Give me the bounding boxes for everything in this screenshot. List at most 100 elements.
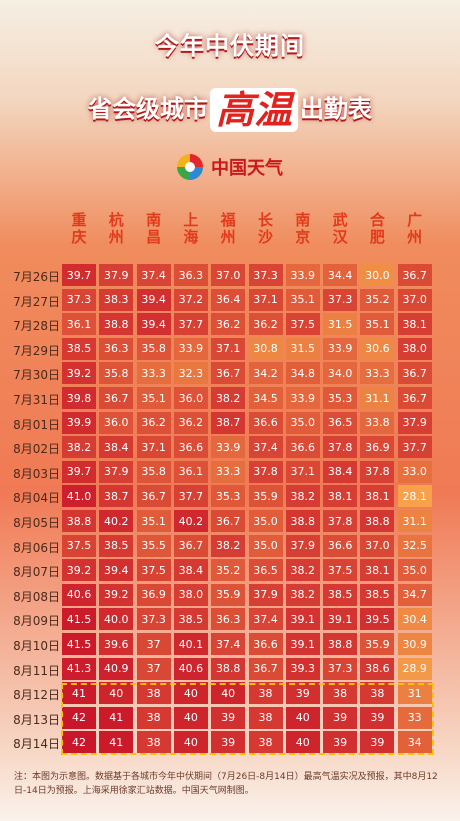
heatmap-cell: 36.7 <box>211 510 246 532</box>
heatmap-cell: 36.7 <box>99 387 134 409</box>
heatmap-cell: 36.1 <box>173 460 208 483</box>
heatmap-cell: 38.4 <box>323 460 358 483</box>
heatmap-cell: 41 <box>62 682 96 705</box>
heatmap-cell: 35.2 <box>211 559 246 582</box>
heatmap-cell: 35.9 <box>211 583 246 606</box>
heatmap-cell: 37.9 <box>99 264 134 286</box>
heatmap-cell: 38 <box>136 731 171 754</box>
heatmap-cell: 37.4 <box>211 633 246 655</box>
heatmap-cell: 38 <box>323 682 358 705</box>
heatmap-cell: 34.4 <box>323 264 358 286</box>
heatmap-cell: 37.0 <box>360 534 395 557</box>
date-label: 8月04日 <box>13 491 60 506</box>
heatmap-cell: 41.5 <box>62 608 96 631</box>
heatmap-cell: 39.3 <box>285 657 320 680</box>
heatmap-cell: 31 <box>397 682 432 705</box>
heatmap-cell: 37.9 <box>248 583 283 606</box>
city-header: 合肥 <box>369 211 385 246</box>
date-label: 8月13日 <box>13 712 60 727</box>
heatmap-cell: 38.2 <box>285 559 320 582</box>
heatmap-cell: 37.3 <box>248 264 283 286</box>
date-label: 7月31日 <box>13 393 60 407</box>
heatmap-cell: 36.6 <box>248 411 283 434</box>
heatmap-cell: 37.1 <box>285 460 320 483</box>
heatmap-cell: 36.6 <box>323 534 358 557</box>
heatmap-cell: 36.3 <box>173 264 208 286</box>
heatmap-cell: 36.7 <box>211 362 246 385</box>
date-label: 8月05日 <box>13 516 60 530</box>
heatmap-cell: 39.6 <box>99 633 134 655</box>
heatmap-cell: 37 <box>136 657 171 680</box>
date-label: 8月10日 <box>13 639 60 653</box>
heatmap-cell: 36.7 <box>136 485 171 508</box>
heatmap-cell: 39.4 <box>136 313 171 336</box>
date-label: 8月14日 <box>13 737 60 752</box>
title-block: 今年中伏期间 省会级城市 高温 出勤表 <box>0 0 460 150</box>
heatmap-cell: 37.9 <box>285 534 320 557</box>
heatmap-cell: 39 <box>285 682 320 705</box>
heatmap-cell: 38.2 <box>211 534 246 557</box>
heatmap-cell: 38.3 <box>99 288 134 311</box>
heatmap-cell: 37.4 <box>248 608 283 631</box>
heatmap-cell: 38.0 <box>173 583 208 606</box>
heatmap-cell: 37.7 <box>397 436 432 459</box>
heatmap-cell: 33 <box>397 706 432 729</box>
heatmap-cell: 36.9 <box>360 436 395 459</box>
heatmap-cell: 36.5 <box>248 559 283 582</box>
heatmap-cell: 38 <box>248 731 283 754</box>
heatmap-cell: 40 <box>173 731 208 754</box>
heatmap-cell: 37.0 <box>211 264 246 286</box>
heatmap-cell: 41.0 <box>62 485 96 508</box>
heatmap-cell: 39.5 <box>360 608 395 631</box>
heatmap-cell: 36.3 <box>99 337 134 360</box>
heatmap-cell: 40 <box>99 682 134 705</box>
heatmap-cell: 37.1 <box>136 436 171 459</box>
heatmap-cell: 37.3 <box>323 288 358 311</box>
title-highlight: 高温 <box>209 88 298 132</box>
heatmap-cell: 36.6 <box>285 436 320 459</box>
heatmap-cell: 36.7 <box>397 362 432 385</box>
heatmap-cell: 28.1 <box>397 485 432 508</box>
heatmap-cell: 35.0 <box>285 411 320 434</box>
heatmap-cell: 37 <box>136 633 171 655</box>
heatmap-cell: 37.0 <box>397 288 432 311</box>
heatmap-cell: 39 <box>360 706 395 729</box>
heatmap-cell: 37.5 <box>62 534 96 557</box>
city-header: 长沙 <box>257 211 273 246</box>
heatmap-cell: 41 <box>99 731 134 754</box>
heatmap-cell: 35.0 <box>248 510 283 532</box>
date-label: 7月30日 <box>13 368 60 383</box>
heatmap-cell: 39.7 <box>62 264 96 286</box>
heatmap-cell: 31.1 <box>397 510 432 532</box>
heatmap-cell: 39.4 <box>136 288 171 311</box>
heatmap-cell: 37.8 <box>360 460 395 483</box>
heatmap-cell: 41 <box>99 706 134 729</box>
heatmap-cell: 39.1 <box>285 608 320 631</box>
heatmap-cell: 36.7 <box>173 534 208 557</box>
heatmap-cell: 37.7 <box>173 485 208 508</box>
date-label: 8月03日 <box>13 466 60 481</box>
heatmap-cell: 36.2 <box>248 313 283 336</box>
heatmap-cell: 34.8 <box>285 362 320 385</box>
heatmap-cell: 37.8 <box>323 510 358 532</box>
city-header: 广州 <box>407 211 423 246</box>
heatmap-cell: 33.3 <box>136 362 171 385</box>
heatmap-cell: 32.5 <box>397 534 432 557</box>
heatmap-cell: 38 <box>360 682 395 705</box>
heatmap-cell: 38.5 <box>99 534 134 557</box>
heatmap-cell: 40.6 <box>62 583 96 606</box>
heatmap-cell: 39.9 <box>62 411 96 434</box>
heatmap-cell: 40 <box>285 706 320 729</box>
heatmap-cell: 39.2 <box>62 559 96 582</box>
heatmap-cell: 33.3 <box>360 362 395 385</box>
heatmap-cell: 38.5 <box>323 583 358 606</box>
heatmap-cell: 35.0 <box>248 534 283 557</box>
date-label: 7月28日 <box>13 319 60 334</box>
heatmap-cell: 38.2 <box>62 436 96 459</box>
city-header: 杭州 <box>108 211 124 246</box>
heatmap-cell: 36.7 <box>397 387 432 409</box>
heatmap-cell: 37.5 <box>285 313 320 336</box>
heatmap-cell: 39.8 <box>62 387 96 409</box>
heatmap-cell: 37.4 <box>248 436 283 459</box>
heatmap-cell: 36.3 <box>211 608 246 631</box>
